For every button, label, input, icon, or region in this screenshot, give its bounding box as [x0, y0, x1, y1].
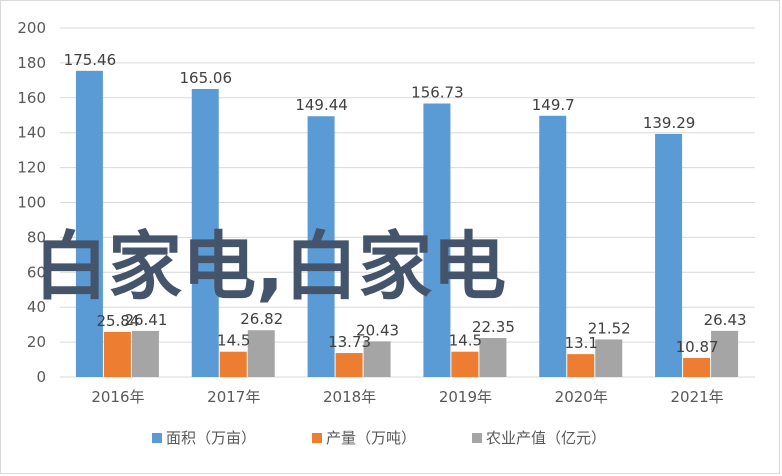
- data-label: 25.84: [96, 312, 139, 330]
- x-axis-ticks: 2016年 2017年 2018年 2019年 2020年 2021年: [91, 388, 723, 406]
- data-label: 156.73: [411, 84, 464, 102]
- data-label: 139.29: [643, 114, 696, 132]
- x-tick-label: 2020年: [555, 388, 608, 406]
- y-tick-label: 80: [27, 228, 46, 246]
- bar: [131, 330, 159, 377]
- legend-label: 农业产值（亿元）: [486, 429, 606, 447]
- bar: [595, 339, 623, 377]
- x-tick-label: 2019年: [439, 388, 492, 406]
- data-label: 14.5: [217, 332, 250, 350]
- bar: [219, 351, 247, 377]
- data-label: 20.43: [356, 321, 399, 339]
- y-tick-label: 160: [17, 89, 46, 107]
- data-label: 13.1: [565, 334, 598, 352]
- gridlines: [60, 27, 755, 378]
- data-label: 149.44: [295, 96, 348, 114]
- watermark-overlay: 白家电,白家电: [34, 224, 506, 310]
- y-tick-label: 120: [17, 159, 46, 177]
- y-tick-label: 20: [27, 333, 46, 351]
- bar: [539, 115, 567, 377]
- data-label: 14.5: [449, 332, 482, 350]
- y-tick-label: 100: [17, 194, 46, 212]
- legend-swatch: [472, 433, 482, 443]
- y-tick-label: 140: [17, 124, 46, 142]
- x-tick-label: 2016年: [91, 388, 144, 406]
- legend-swatch: [152, 433, 162, 443]
- bar: [451, 351, 479, 377]
- y-tick-label: 60: [27, 263, 46, 281]
- data-label: 165.06: [180, 69, 233, 87]
- bar: [479, 337, 507, 377]
- x-tick-label: 2021年: [670, 388, 723, 406]
- legend-swatch: [312, 433, 322, 443]
- bar: [335, 353, 363, 377]
- legend: 面积（万亩） 产量（万吨） 农业产值（亿元）: [152, 429, 606, 447]
- x-tick-label: 2018年: [323, 388, 376, 406]
- y-tick-label: 0: [36, 368, 46, 386]
- bar: [711, 330, 739, 377]
- bar: [683, 358, 711, 377]
- bar: [75, 70, 103, 377]
- y-tick-label: 180: [17, 54, 46, 72]
- bars: [75, 70, 739, 377]
- data-label: 21.52: [588, 319, 631, 337]
- bar: [655, 133, 683, 377]
- data-label: 149.7: [532, 96, 575, 114]
- data-label: 26.43: [704, 311, 747, 329]
- x-tick-label: 2017年: [207, 388, 260, 406]
- bar: [103, 331, 131, 377]
- data-label: 26.82: [240, 310, 283, 328]
- bar: [191, 88, 219, 377]
- data-label: 26.41: [124, 311, 167, 329]
- bar: [307, 116, 335, 377]
- y-tick-label: 200: [17, 19, 46, 37]
- legend-label: 产量（万吨）: [326, 429, 416, 447]
- y-axis-ticks: 0 20 40 60 80 100 120 140 160 180 200: [17, 19, 46, 386]
- y-tick-label: 40: [27, 298, 46, 316]
- bar: [363, 341, 391, 377]
- data-label: 13.73: [328, 333, 371, 351]
- data-label: 10.87: [676, 338, 719, 356]
- bar: [423, 103, 451, 377]
- data-label: 22.35: [472, 318, 515, 336]
- legend-label: 面积（万亩）: [166, 429, 256, 447]
- data-label: 175.46: [64, 51, 117, 69]
- bar: [247, 330, 275, 377]
- bar: [567, 354, 595, 377]
